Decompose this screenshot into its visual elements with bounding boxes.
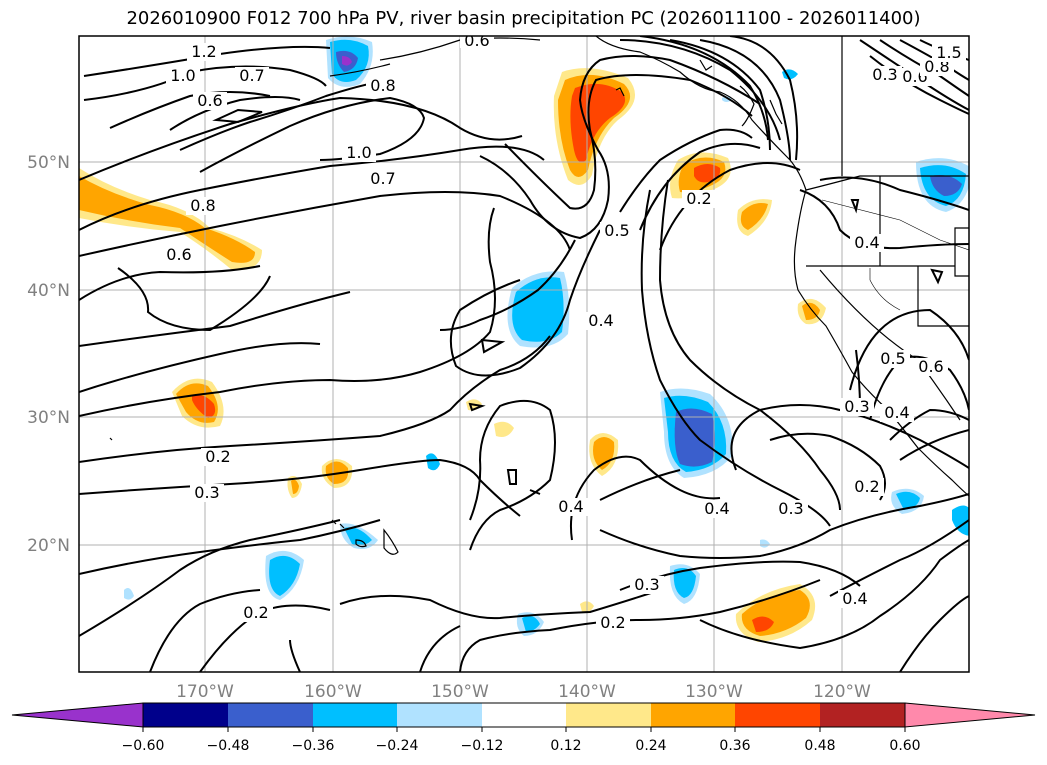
colorbar-tick-label: −0.48 bbox=[207, 738, 250, 754]
contour-label: 0.6 bbox=[166, 245, 191, 264]
colorbar-segment bbox=[228, 703, 313, 727]
colorbar-extend-low bbox=[11, 702, 144, 728]
colorbar-segment bbox=[820, 703, 905, 727]
lat-label: 50°N bbox=[27, 153, 70, 173]
contour-label: 0.8 bbox=[370, 76, 395, 95]
lat-label: 40°N bbox=[27, 281, 70, 301]
contour-label: 0.7 bbox=[239, 66, 264, 85]
contour-label: 0.4 bbox=[588, 311, 613, 330]
colorbar-extend-high bbox=[904, 702, 1036, 728]
contour-label: 0.3 bbox=[778, 499, 803, 518]
contour-label: 0.4 bbox=[854, 233, 879, 252]
contour-label: 1.5 bbox=[936, 43, 961, 62]
colorbar-segment bbox=[651, 703, 735, 727]
contour-label: 0.8 bbox=[190, 196, 215, 215]
contour-label: 0.3 bbox=[194, 483, 219, 502]
colorbar-segment bbox=[566, 703, 651, 727]
colorbar-tick-label: −0.60 bbox=[122, 738, 165, 754]
contour-label: 0.2 bbox=[686, 189, 711, 208]
colorbar-tick-label: 0.48 bbox=[804, 738, 835, 754]
pv-contours bbox=[79, 36, 969, 672]
colorbar-segment bbox=[735, 703, 820, 727]
longitude-labels: 170°W 160°W 150°W 140°W 130°W 120°W bbox=[176, 682, 871, 702]
colorbar-tick-label: −0.12 bbox=[461, 738, 504, 754]
lat-label: 20°N bbox=[27, 536, 70, 556]
lon-label: 160°W bbox=[304, 682, 362, 702]
colorbar-tick-label: 0.24 bbox=[635, 738, 666, 754]
graticule bbox=[79, 36, 969, 672]
latitude-labels: 50°N 40°N 30°N 20°N bbox=[27, 153, 70, 556]
contour-label-layer: 1.2 1.0 0.7 0.6 0.8 1.0 0.7 0.8 0.6 0.5 … bbox=[162, 31, 966, 632]
contour-label: 0.2 bbox=[243, 603, 268, 622]
map-title: 2026010900 F012 700 hPa PV, river basin … bbox=[126, 8, 921, 29]
contour-label: 0.6 bbox=[464, 31, 489, 50]
contour-label: 0.6 bbox=[197, 91, 222, 110]
contour-label: 0.4 bbox=[558, 497, 583, 516]
precip-fill-layer bbox=[79, 36, 969, 642]
contour-label: 0.6 bbox=[918, 357, 943, 376]
colorbar-segment bbox=[313, 703, 397, 727]
colorbar-tick-label: −0.36 bbox=[292, 738, 335, 754]
lon-label: 120°W bbox=[813, 682, 871, 702]
map-frame bbox=[78, 35, 970, 673]
colorbar-tick-label: 0.36 bbox=[719, 738, 750, 754]
colorbar-tick-label: 0.12 bbox=[550, 738, 581, 754]
colorbar-segment bbox=[482, 703, 566, 727]
lon-label: 130°W bbox=[685, 682, 743, 702]
contour-label: 0.2 bbox=[205, 447, 230, 466]
contour-label: 1.0 bbox=[170, 66, 195, 85]
contour-label: 0.4 bbox=[842, 589, 867, 608]
colorbar-tick-label: 0.60 bbox=[889, 738, 920, 754]
contour-label: 0.2 bbox=[854, 477, 879, 496]
lat-label: 30°N bbox=[27, 408, 70, 428]
lon-label: 150°W bbox=[431, 682, 489, 702]
contour-label: 0.3 bbox=[634, 575, 659, 594]
contour-label: 0.3 bbox=[872, 65, 897, 84]
colorbar-tick-label: −0.24 bbox=[376, 738, 419, 754]
contour-label: 0.3 bbox=[844, 397, 869, 416]
contour-label: 0.5 bbox=[604, 221, 629, 240]
lon-label: 140°W bbox=[558, 682, 616, 702]
contour-label: 1.0 bbox=[346, 143, 371, 162]
colorbar-segment bbox=[397, 703, 482, 727]
colorbar-segment bbox=[143, 703, 228, 727]
contour-label: 0.5 bbox=[880, 349, 905, 368]
contour-label: 1.2 bbox=[191, 42, 216, 61]
contour-label: 0.7 bbox=[370, 169, 395, 188]
contour-label: 0.4 bbox=[704, 499, 729, 518]
contour-label: 0.2 bbox=[600, 613, 625, 632]
colorbar: −0.60 −0.48 −0.36 −0.24 −0.12 0.12 0.24 … bbox=[11, 702, 1036, 754]
lon-label: 170°W bbox=[176, 682, 234, 702]
contour-label: 0.4 bbox=[884, 403, 909, 422]
